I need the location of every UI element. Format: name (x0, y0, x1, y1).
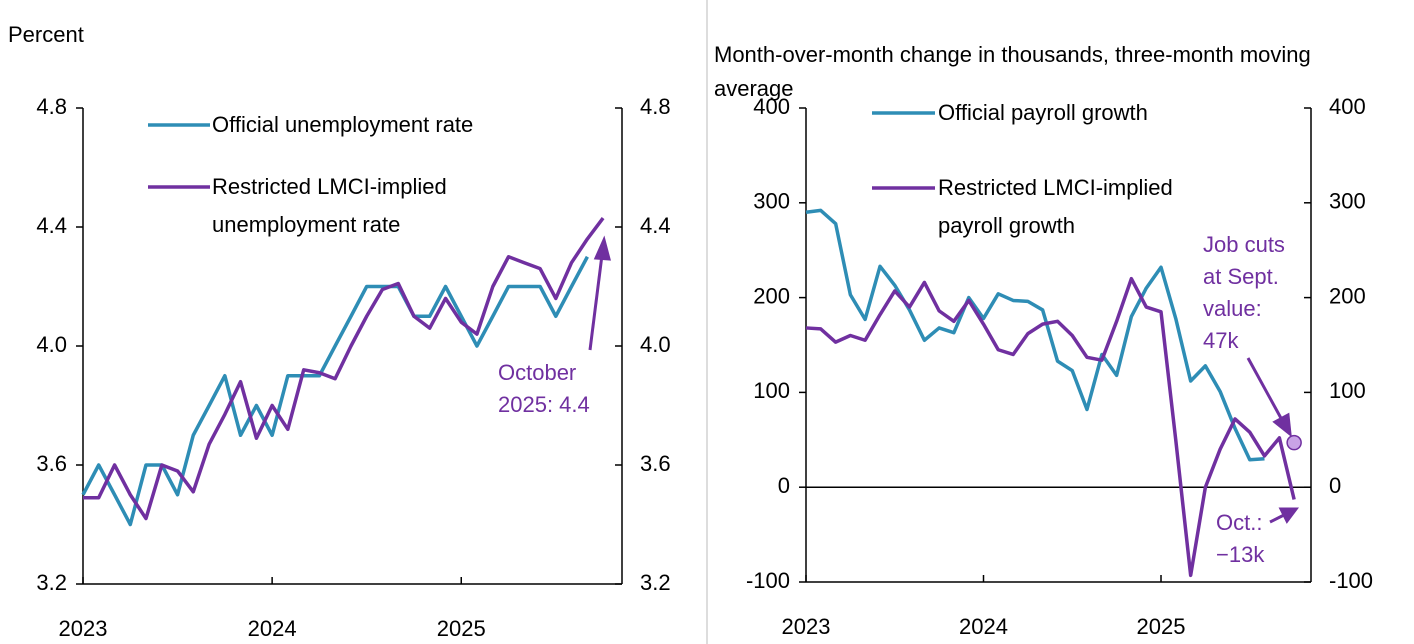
series-line (83, 217, 605, 521)
y2-tick-label: -100 (1329, 568, 1373, 593)
y-tick-label: 0 (778, 473, 790, 498)
annotation-line: October (498, 360, 577, 385)
series-line (805, 276, 1296, 578)
legend-label: Official unemployment rate (212, 112, 474, 137)
annotation-line: 47k (1203, 328, 1239, 353)
annotation-line: −13k (1216, 542, 1265, 567)
y2-tick-label: 3.2 (640, 570, 671, 595)
arrow (588, 254, 604, 351)
arrowhead (1272, 412, 1292, 438)
y-axis-label: Percent (8, 22, 84, 47)
y2-tick-label: 4.4 (640, 213, 671, 238)
y-axis-label: Month-over-month change in thousands, th… (714, 42, 1311, 101)
annotation: October 2025: 4.4 (498, 357, 628, 421)
y-tick-label: 3.2 (36, 570, 67, 595)
legend-label: Official payroll growth (938, 100, 1148, 125)
y-tick-label: 3.6 (36, 451, 67, 476)
x-tick-label: 2023 (59, 616, 108, 641)
y2-tick-label: 200 (1329, 283, 1366, 308)
series-line (805, 208, 1265, 462)
y2-tick-label: 100 (1329, 378, 1366, 403)
arrow (1269, 513, 1285, 524)
arrowhead (593, 235, 611, 261)
annotation-line: at Sept. (1203, 264, 1279, 289)
x-tick-label: 2023 (782, 614, 831, 639)
y-tick-label: 4.4 (36, 213, 67, 238)
annotation-line: value: (1203, 296, 1262, 321)
marker (1286, 434, 1302, 451)
y-tick-label: 400 (753, 94, 790, 119)
x-tick-label: 2025 (1137, 614, 1186, 639)
y-tick-label: 300 (753, 189, 790, 214)
y2-tick-label: 0 (1329, 473, 1341, 498)
y-tick-label: 200 (753, 283, 790, 308)
y-tick-label: -100 (746, 568, 790, 593)
legend-label: Restricted LMCI-implied payroll growth (938, 175, 1173, 238)
annotation-line: Oct.: (1216, 510, 1263, 535)
y2-tick-label: 400 (1329, 94, 1366, 119)
x-tick-label: 2024 (248, 616, 297, 641)
annotation-line: Job cuts (1203, 232, 1285, 257)
x-tick-label: 2024 (959, 614, 1008, 639)
y-tick-label: 4.0 (36, 332, 67, 357)
annotation: Job cuts at Sept. value: 47k (1203, 229, 1303, 357)
y2-tick-label: 300 (1329, 189, 1366, 214)
y2-tick-label: 4.0 (640, 332, 671, 357)
x-tick-label: 2025 (437, 616, 486, 641)
annotation-line: 2025: 4.4 (498, 392, 590, 417)
y-tick-label: 100 (753, 378, 790, 403)
y-tick-label: 4.8 (36, 94, 67, 119)
arrows (588, 235, 1299, 524)
annotation: Oct.: −13k (1216, 507, 1306, 571)
arrowhead (1278, 507, 1299, 524)
y2-tick-label: 3.6 (640, 451, 671, 476)
arrow (1246, 357, 1284, 421)
legend-label: Restricted LMCI-implied unemployment rat… (212, 174, 447, 237)
series-line (81, 255, 589, 527)
y2-tick-label: 4.8 (640, 94, 671, 119)
